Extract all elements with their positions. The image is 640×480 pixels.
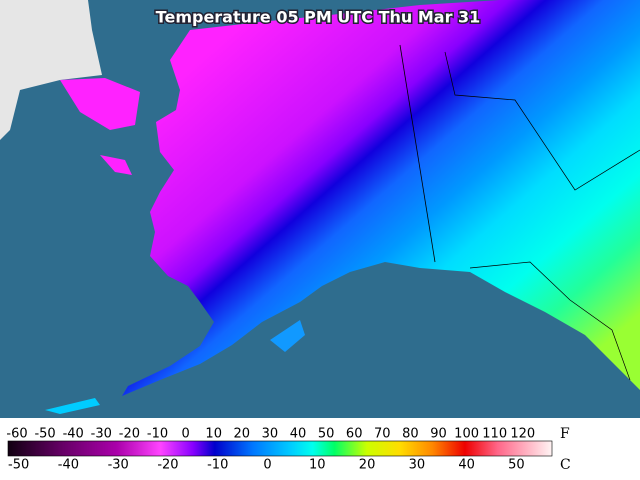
f-label: 30 bbox=[262, 427, 279, 442]
c-unit: C bbox=[560, 457, 571, 473]
island bbox=[45, 398, 100, 414]
color-bar bbox=[7, 440, 553, 457]
f-label: -30 bbox=[91, 427, 112, 442]
c-label: 10 bbox=[309, 458, 326, 473]
f-label: 10 bbox=[205, 427, 222, 442]
f-label: 60 bbox=[346, 427, 363, 442]
f-unit: F bbox=[560, 426, 570, 442]
f-label: -50 bbox=[34, 427, 55, 442]
c-label: -30 bbox=[108, 458, 129, 473]
f-label: 120 bbox=[510, 427, 535, 442]
map-title: Temperature 05 PM UTC Thu Mar 31 bbox=[156, 8, 481, 27]
f-label: 50 bbox=[318, 427, 335, 442]
border-line bbox=[444, 51, 640, 191]
f-label: -10 bbox=[147, 427, 168, 442]
f-label: 40 bbox=[290, 427, 307, 442]
c-label: 30 bbox=[409, 458, 426, 473]
f-label: 80 bbox=[402, 427, 419, 442]
f-label: 90 bbox=[430, 427, 447, 442]
c-label: -40 bbox=[58, 458, 79, 473]
chukotka bbox=[60, 78, 140, 130]
f-label: 0 bbox=[181, 427, 189, 442]
f-label: -40 bbox=[63, 427, 84, 442]
border-line bbox=[399, 44, 436, 263]
f-label: 20 bbox=[234, 427, 251, 442]
c-label: 0 bbox=[263, 458, 271, 473]
c-label: 50 bbox=[508, 458, 525, 473]
c-label: 40 bbox=[458, 458, 475, 473]
c-label: 20 bbox=[359, 458, 376, 473]
f-label: -20 bbox=[119, 427, 140, 442]
f-label: 110 bbox=[482, 427, 507, 442]
f-label: -60 bbox=[6, 427, 27, 442]
c-label: -10 bbox=[207, 458, 228, 473]
land bbox=[122, 0, 640, 396]
russia-land bbox=[0, 0, 102, 140]
c-label: -50 bbox=[8, 458, 29, 473]
c-label: -20 bbox=[157, 458, 178, 473]
f-label: 100 bbox=[454, 427, 479, 442]
f-label: 70 bbox=[374, 427, 391, 442]
island bbox=[270, 320, 305, 352]
island bbox=[100, 155, 132, 175]
border-line bbox=[469, 261, 631, 381]
